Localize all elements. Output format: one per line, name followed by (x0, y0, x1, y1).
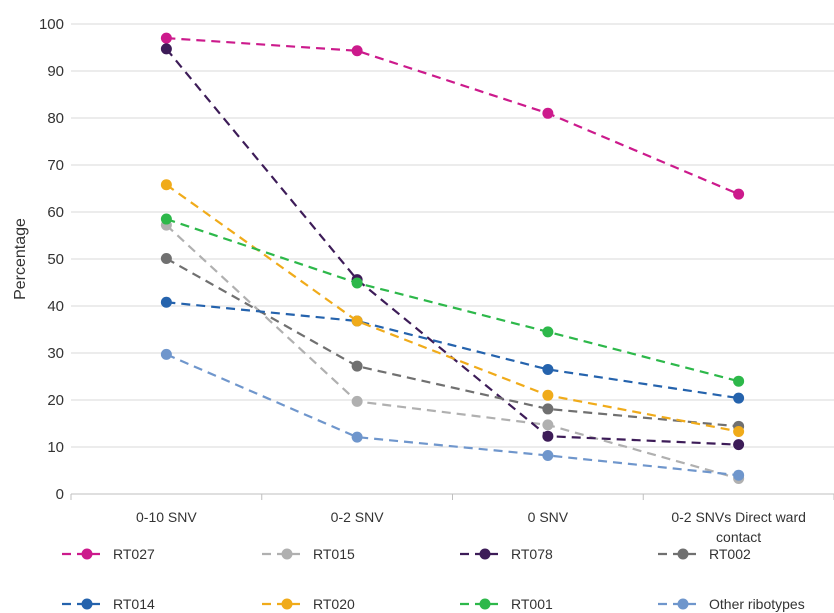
series-line (166, 218, 739, 383)
legend-item: RT015 (262, 546, 355, 562)
legend-label: RT015 (313, 546, 355, 562)
y-tick-label: 0 (56, 486, 64, 503)
data-point (733, 375, 745, 387)
gridlines (71, 23, 834, 448)
data-point (542, 363, 554, 375)
data-point (733, 392, 745, 404)
legend-label: RT027 (113, 546, 155, 562)
data-point (351, 45, 363, 57)
data-point (160, 296, 172, 308)
data-point (542, 389, 554, 401)
legend-swatch-marker (281, 548, 293, 560)
data-point (351, 360, 363, 372)
data-point (542, 430, 554, 442)
legend-swatch-marker (677, 598, 689, 610)
data-point (160, 43, 172, 55)
data-point (351, 395, 363, 407)
legend-swatch-marker (281, 598, 293, 610)
legend-item: Other ribotypes (658, 596, 805, 612)
data-point (733, 425, 745, 437)
y-tick-label: 10 (47, 439, 64, 456)
data-point (542, 449, 554, 461)
y-tick-label: 50 (47, 251, 64, 268)
data-point (733, 188, 745, 200)
data-point (351, 277, 363, 289)
legend-item: RT014 (62, 596, 155, 612)
legend-label: Other ribotypes (709, 596, 805, 612)
y-tick-label: 90 (47, 63, 64, 80)
data-point (160, 179, 172, 191)
legend-label: RT020 (313, 596, 355, 612)
legend-item: RT001 (460, 596, 553, 612)
legend-item: RT002 (658, 546, 751, 562)
data-point (351, 315, 363, 327)
y-tick-labels: 0 10 20 30 40 50 60 70 80 90 100 (39, 16, 64, 503)
legend-swatch-marker (479, 548, 491, 560)
data-point (160, 253, 172, 265)
legend-item: RT078 (460, 546, 553, 562)
series-line (165, 257, 739, 428)
legend-label: RT002 (709, 546, 751, 562)
data-point (542, 107, 554, 119)
legend-swatch-marker (479, 598, 491, 610)
legend-swatch-marker (81, 598, 93, 610)
x-tick-label: 0-10 SNV (136, 509, 197, 525)
y-tick-label: 40 (47, 298, 64, 315)
series-line (166, 301, 739, 400)
legend-item: RT027 (62, 546, 155, 562)
y-tick-label: 60 (47, 204, 64, 221)
series-rt002 (160, 253, 745, 432)
data-point (733, 469, 745, 481)
legend-label: RT014 (113, 596, 155, 612)
data-point (160, 348, 172, 360)
series-line (166, 37, 740, 196)
data-point (160, 32, 172, 44)
legend-swatch-marker (677, 548, 689, 560)
data-point (542, 326, 554, 338)
series-lines (160, 32, 745, 484)
data-point (542, 403, 554, 415)
series-rt020 (160, 179, 745, 437)
axes (70, 493, 834, 500)
series-other-ribotypes (160, 348, 745, 481)
series-line (165, 353, 739, 477)
series-rt078 (160, 43, 745, 451)
y-tick-label: 100 (39, 16, 64, 33)
data-point (351, 431, 363, 443)
data-point (542, 419, 554, 431)
legend: RT027 RT015 RT078 RT002 RT014 RT020 RT001 Other… (62, 546, 805, 612)
y-axis-label: Percentage (12, 218, 29, 300)
legend-swatch-marker (81, 548, 93, 560)
legend-label: RT001 (511, 596, 553, 612)
legend-label: RT078 (511, 546, 553, 562)
series-rt027 (160, 32, 745, 200)
x-tick-labels: 0-10 SNV 0-2 SNV 0 SNV 0-2 SNVs Direct ward… (136, 509, 806, 545)
data-point (160, 213, 172, 225)
y-tick-label: 20 (47, 392, 64, 409)
y-tick-label: 30 (47, 345, 64, 362)
data-point (733, 439, 745, 451)
x-tick-label: 0 SNV (528, 509, 569, 525)
y-tick-label: 70 (47, 157, 64, 174)
series-line (165, 183, 739, 433)
y-tick-label: 80 (47, 110, 64, 127)
x-tick-label: 0-2 SNV (331, 509, 385, 525)
x-tick-label: 0-2 SNVs Direct ward contact (671, 509, 806, 545)
series-rt001 (160, 213, 745, 387)
legend-item: RT020 (262, 596, 355, 612)
